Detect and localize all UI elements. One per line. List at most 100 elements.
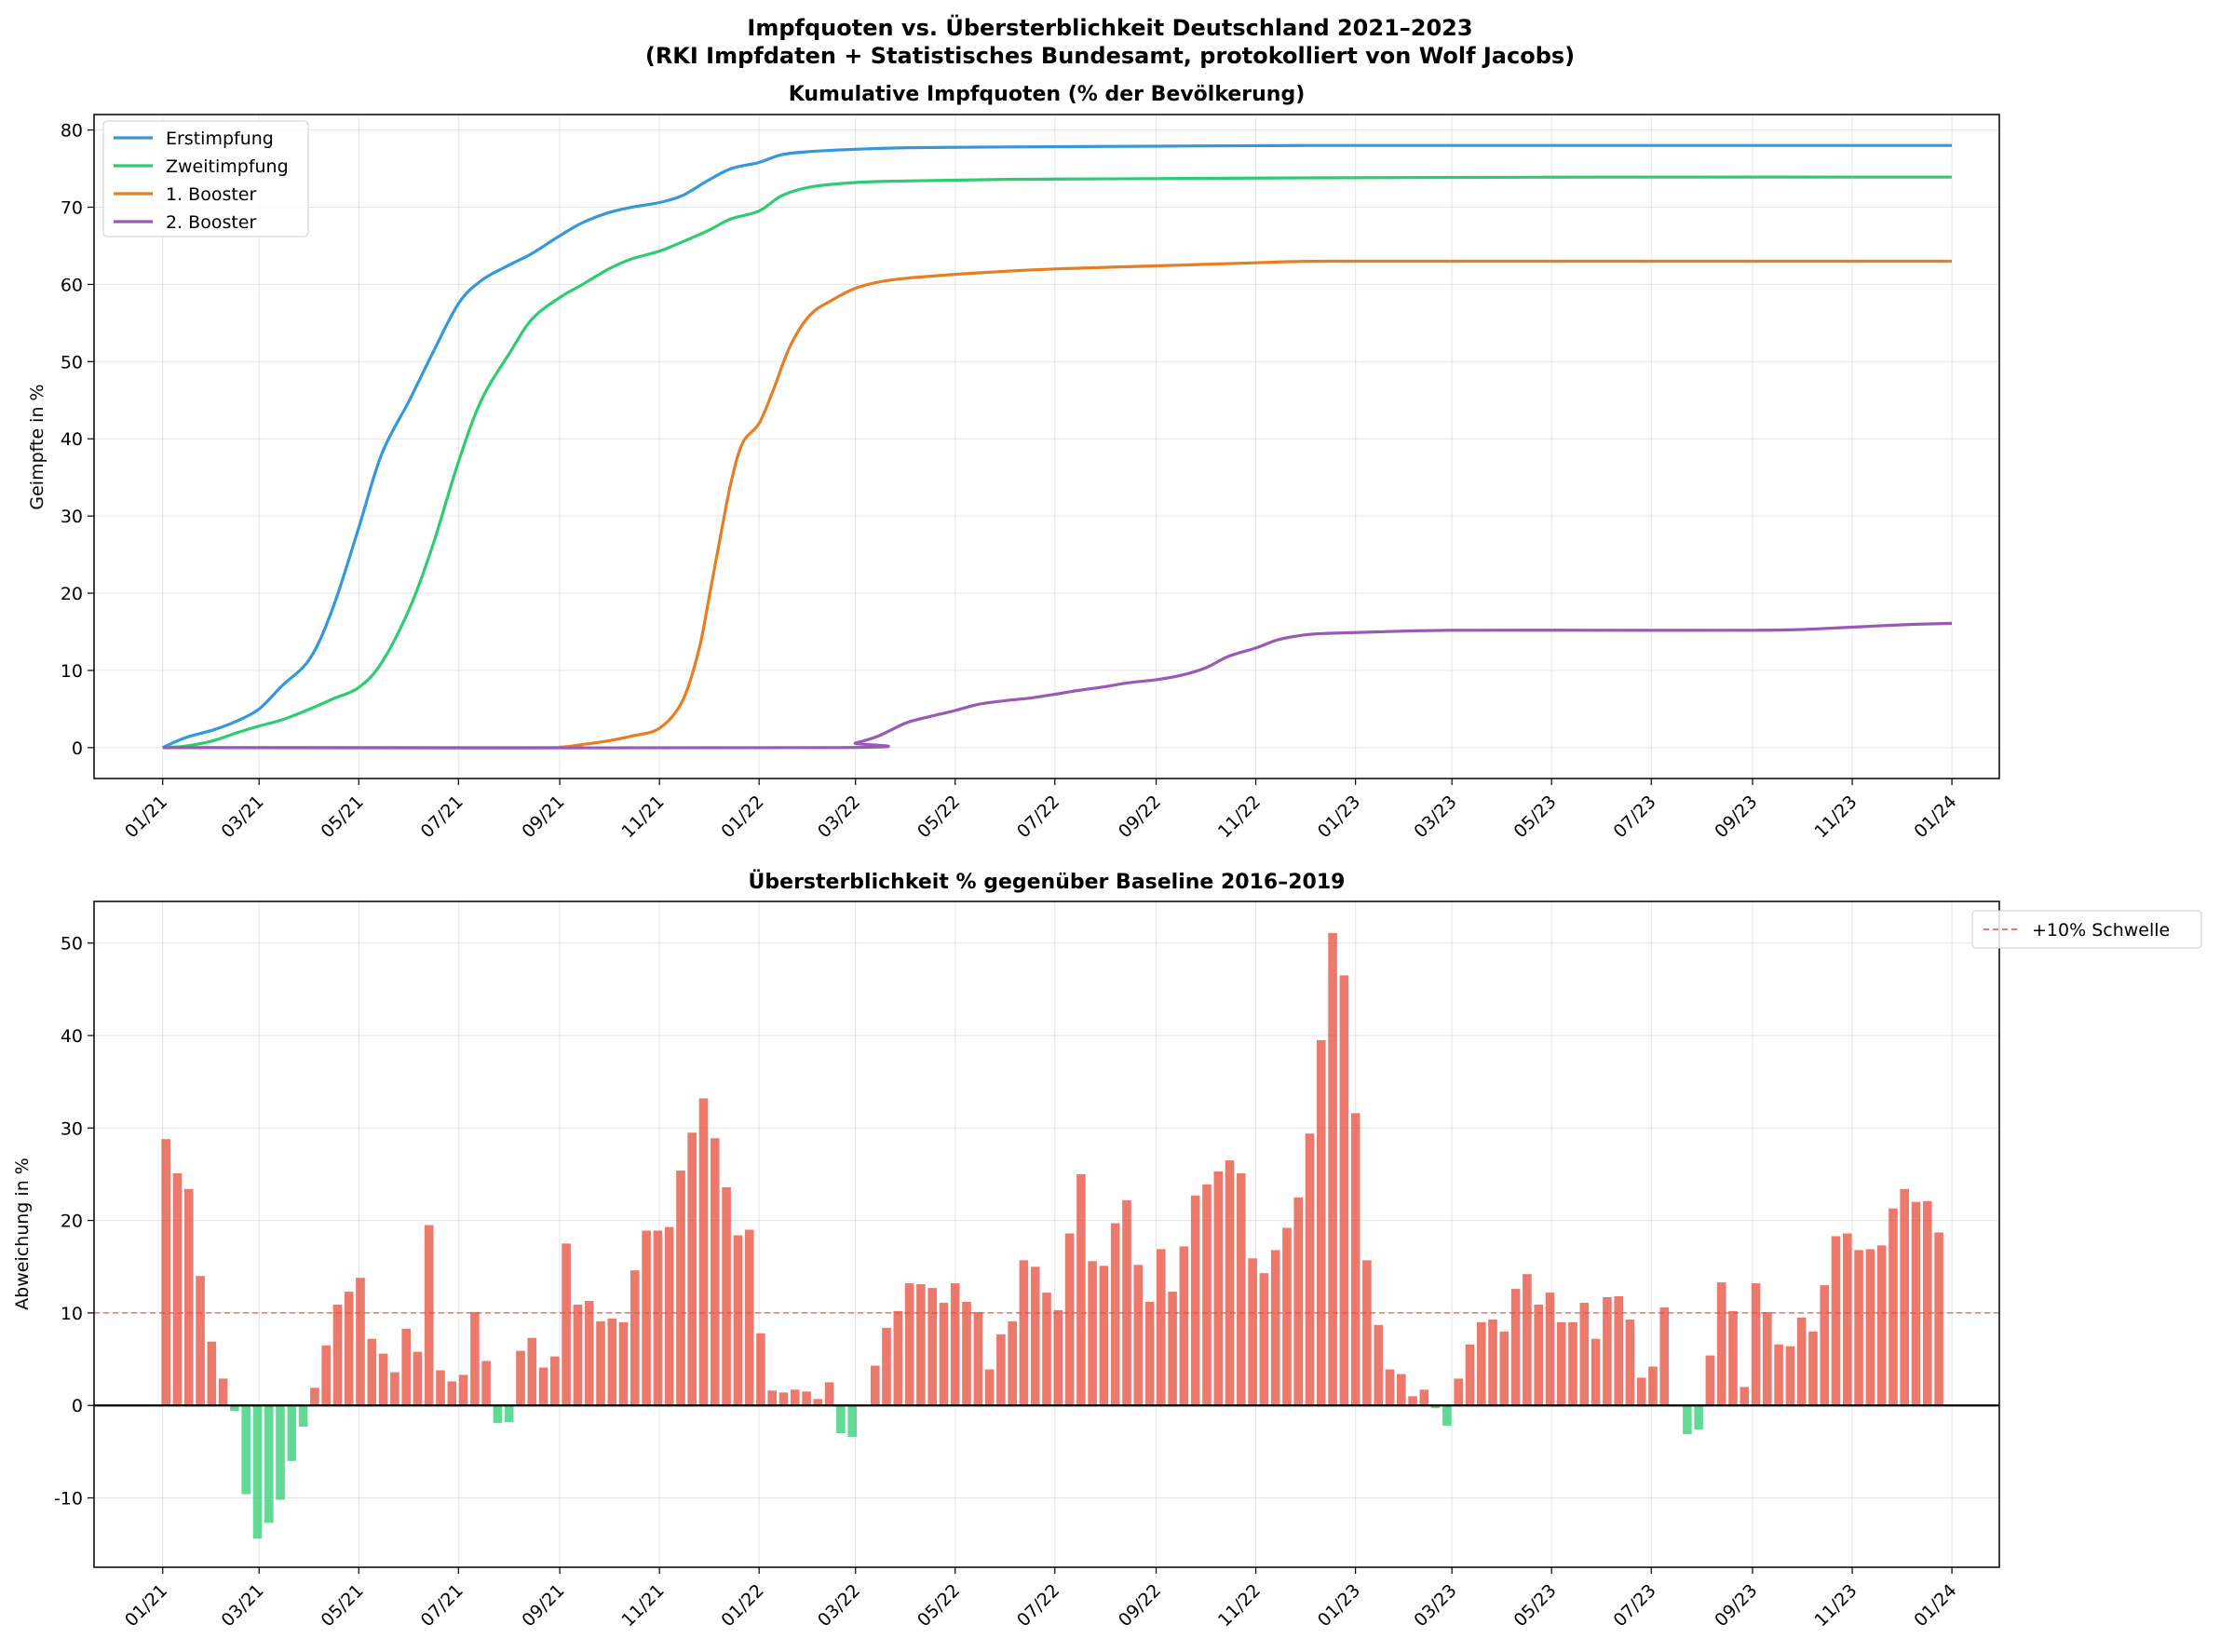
bar-week-85 (1122, 1199, 1131, 1406)
vaccination-y-label: Geimpfte in % (27, 384, 47, 509)
bar-week-144 (1796, 1317, 1807, 1406)
bar-week-151 (1876, 1245, 1887, 1406)
bar-week-33 (527, 1337, 537, 1406)
bar-week-99 (1282, 1227, 1292, 1406)
bar-week-75 (1008, 1320, 1017, 1406)
vaccination-axes-frame (93, 114, 2000, 779)
excess-mortality-legend: +10% Schwelle (1971, 910, 2202, 949)
excess-mortality-legend-box (1971, 910, 2202, 949)
bar-week-20 (378, 1353, 388, 1406)
bar-week-40 (607, 1318, 617, 1406)
bar-week-74 (996, 1334, 1006, 1406)
legend-label-4: 2. Booster (166, 212, 256, 233)
vaccination-y-tick-label: 30 (61, 507, 83, 527)
bar-week-137 (1716, 1282, 1726, 1406)
bar-week-28 (470, 1311, 480, 1406)
excess-mortality-y-tick-label: 10 (61, 1304, 83, 1324)
bar-week-152 (1888, 1208, 1898, 1406)
bar-week-53 (756, 1333, 765, 1406)
excess-mortality-y-tick-label: 30 (61, 1118, 83, 1139)
bar-week-122 (1545, 1293, 1555, 1406)
bar-week-145 (1808, 1331, 1818, 1406)
bar-week-135 (1694, 1405, 1703, 1429)
bar-week-77 (1030, 1266, 1040, 1406)
bar-week-97 (1259, 1273, 1269, 1406)
excess-mortality-y-ticks: -10 0 10 20 30 40 50 (54, 934, 94, 1510)
bar-week-132 (1659, 1307, 1670, 1406)
bar-week-154 (1911, 1201, 1921, 1406)
bar-week-22 (401, 1328, 411, 1406)
bar-week-107 (1374, 1324, 1383, 1406)
excess-mortality-y-tick-label: 40 (61, 1026, 83, 1047)
bar-week-68 (927, 1288, 937, 1406)
bar-week-71 (962, 1302, 971, 1406)
bar-week-121 (1534, 1305, 1543, 1406)
bar-week-93 (1213, 1171, 1224, 1406)
bar-week-54 (767, 1390, 777, 1406)
excess-mortality-y-tick-label: 0 (72, 1396, 83, 1416)
bar-week-45 (664, 1226, 674, 1406)
bar-week-38 (584, 1301, 594, 1406)
bar-week-26 (447, 1381, 457, 1406)
vaccination-y-tick-label: 60 (61, 275, 83, 295)
excess-mortality-axes-frame (93, 900, 2000, 1568)
bar-week-111 (1419, 1389, 1429, 1406)
bar-week-21 (390, 1372, 399, 1406)
bar-week-140 (1751, 1283, 1761, 1406)
bar-week-43 (642, 1230, 651, 1406)
bar-week-55 (778, 1392, 789, 1406)
bar-week-98 (1270, 1250, 1280, 1406)
bar-week-52 (744, 1229, 754, 1406)
bar-week-51 (733, 1235, 743, 1406)
bar-week-87 (1144, 1302, 1155, 1406)
bar-week-105 (1350, 1113, 1360, 1406)
bar-week-128 (1614, 1296, 1623, 1406)
bar-week-19 (367, 1338, 377, 1406)
bar-week-81 (1076, 1174, 1086, 1406)
vaccination-legend: Erstimpfung Zweitimpfung 1. Booster 2. Boos… (102, 120, 309, 237)
bar-week-34 (538, 1367, 548, 1406)
bar-week-31 (504, 1405, 514, 1423)
bar-week-116 (1477, 1321, 1486, 1406)
bar-week-58 (813, 1399, 823, 1406)
vaccination-y-tick-label: 20 (61, 584, 83, 604)
bar-week-113 (1442, 1405, 1452, 1426)
bar-week-104 (1339, 975, 1349, 1406)
bar-week-156 (1934, 1232, 1943, 1406)
bar-week-106 (1362, 1260, 1372, 1406)
bar-week-46 (676, 1171, 685, 1406)
bar-week-147 (1831, 1236, 1841, 1406)
bar-week-49 (711, 1138, 720, 1406)
bar-week-130 (1636, 1377, 1646, 1406)
bar-week-138 (1728, 1310, 1738, 1406)
series-line-2 (162, 175, 1953, 750)
bar-week-42 (630, 1270, 640, 1406)
bar-week-142 (1774, 1344, 1783, 1406)
bar-week-91 (1190, 1195, 1200, 1406)
figure-title-line1: Impfquoten vs. Übersterblichkeit Deutsch… (747, 13, 1472, 41)
bar-week-35 (550, 1356, 560, 1406)
bar-week-27 (458, 1374, 468, 1406)
threshold-legend-label: +10% Schwelle (2032, 920, 2170, 941)
bar-week-24 (424, 1225, 434, 1406)
vaccination-y-ticks: 0 10 20 30 40 50 60 70 80 (61, 121, 94, 759)
series-line-3 (162, 259, 1953, 750)
bar-week-23 (413, 1351, 423, 1406)
bar-week-8 (241, 1405, 250, 1495)
bar-week-126 (1591, 1338, 1601, 1406)
bar-week-12 (287, 1405, 297, 1461)
bar-week-139 (1739, 1387, 1750, 1406)
bar-week-112 (1430, 1405, 1441, 1409)
bar-week-119 (1510, 1289, 1521, 1406)
bar-week-56 (791, 1389, 800, 1406)
bar-week-131 (1648, 1366, 1658, 1406)
excess-mortality-y-tick-label: -10 (54, 1489, 83, 1510)
bar-week-3 (184, 1188, 194, 1406)
bar-week-66 (904, 1283, 914, 1406)
bar-week-50 (722, 1186, 731, 1406)
bar-week-90 (1179, 1246, 1189, 1406)
bar-week-82 (1088, 1261, 1097, 1406)
bar-week-63 (871, 1365, 880, 1406)
bar-week-120 (1523, 1274, 1532, 1406)
bar-week-10 (264, 1405, 274, 1523)
